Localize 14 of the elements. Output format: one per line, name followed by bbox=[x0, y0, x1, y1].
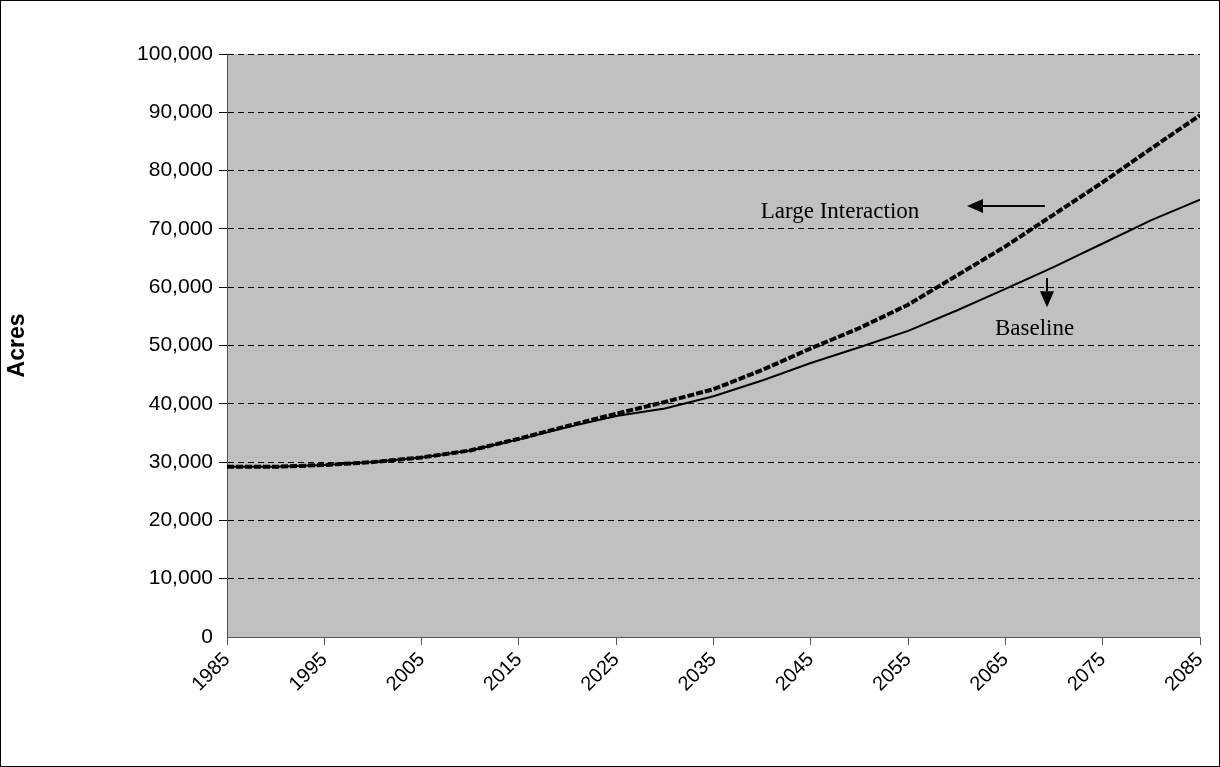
y-tick-label: 100,000 bbox=[137, 40, 213, 64]
y-tick-label: 20,000 bbox=[148, 507, 213, 531]
y-tick-label: 90,000 bbox=[148, 99, 213, 123]
y-tick-label: 80,000 bbox=[148, 157, 213, 181]
y-tick-label: 40,000 bbox=[148, 390, 213, 414]
y-tick-label: 30,000 bbox=[148, 448, 213, 472]
y-tick-label: 0 bbox=[201, 623, 213, 647]
y-tick-label: 50,000 bbox=[148, 332, 213, 356]
y-axis-title: Acres bbox=[3, 313, 30, 378]
series-label: Baseline bbox=[995, 315, 1075, 341]
legend-label: Large Interaction bbox=[760, 198, 920, 225]
y-tick-label: 60,000 bbox=[148, 274, 213, 297]
y-tick-label: 10,000 bbox=[148, 565, 213, 589]
y-tick-label: 70,000 bbox=[148, 215, 213, 239]
